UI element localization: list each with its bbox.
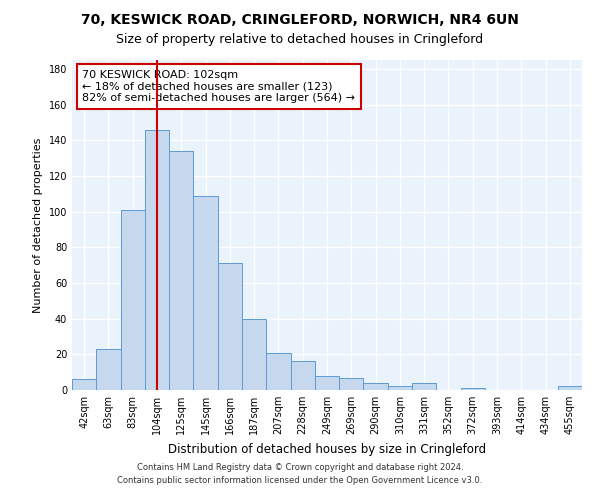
Bar	[218, 264, 242, 390]
Bar	[193, 196, 218, 390]
Bar	[145, 130, 169, 390]
Bar	[315, 376, 339, 390]
Bar	[339, 378, 364, 390]
Bar	[72, 380, 96, 390]
Text: Contains public sector information licensed under the Open Government Licence v3: Contains public sector information licen…	[118, 476, 482, 485]
Text: Size of property relative to detached houses in Cringleford: Size of property relative to detached ho…	[116, 32, 484, 46]
Bar	[364, 383, 388, 390]
Text: 70, KESWICK ROAD, CRINGLEFORD, NORWICH, NR4 6UN: 70, KESWICK ROAD, CRINGLEFORD, NORWICH, …	[81, 12, 519, 26]
Bar	[461, 388, 485, 390]
X-axis label: Distribution of detached houses by size in Cringleford: Distribution of detached houses by size …	[168, 442, 486, 456]
Bar	[242, 318, 266, 390]
Bar	[121, 210, 145, 390]
Bar	[412, 383, 436, 390]
Bar	[388, 386, 412, 390]
Text: 70 KESWICK ROAD: 102sqm
← 18% of detached houses are smaller (123)
82% of semi-d: 70 KESWICK ROAD: 102sqm ← 18% of detache…	[82, 70, 355, 103]
Bar	[558, 386, 582, 390]
Bar	[169, 151, 193, 390]
Y-axis label: Number of detached properties: Number of detached properties	[33, 138, 43, 312]
Bar	[290, 362, 315, 390]
Bar	[266, 352, 290, 390]
Bar	[96, 349, 121, 390]
Text: Contains HM Land Registry data © Crown copyright and database right 2024.: Contains HM Land Registry data © Crown c…	[137, 464, 463, 472]
